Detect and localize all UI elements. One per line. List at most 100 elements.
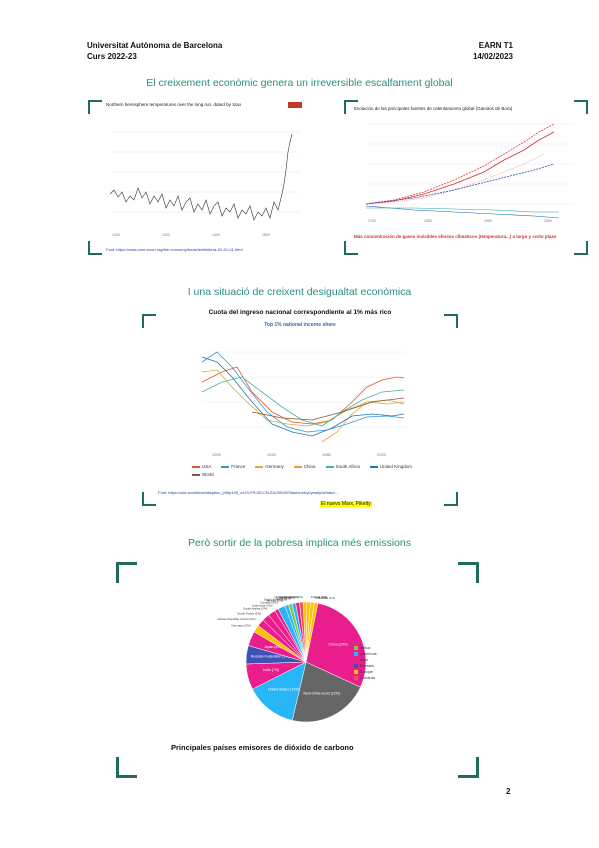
corner-bracket (574, 100, 588, 114)
section2-title: I una situació de creixent desigualtat e… (187, 286, 412, 298)
temperature-figure-title: Northern hemisphere temperatures over th… (106, 102, 242, 107)
corner-bracket (142, 314, 156, 328)
pie-label: India (7%) (263, 668, 279, 672)
temperature-source-link[interactable]: Font: https://www.core-econ.org/the-econ… (106, 247, 243, 252)
legend-item: Africa (354, 645, 377, 651)
corner-bracket (458, 562, 479, 583)
legend-label: Germany (265, 464, 284, 469)
corner-bracket (344, 241, 358, 255)
pie-label: China (29%) (328, 643, 347, 647)
co2-caption: Principales países emisores de dióxido d… (171, 743, 354, 752)
legend-label: France (231, 464, 246, 469)
university-name: Universitat Autònoma de Barcelona (87, 41, 223, 50)
svg-text:1850: 1850 (424, 219, 432, 223)
inequality-legend: USA France Germany China South Africa United … (192, 464, 412, 477)
legend-item: United Kingdom (369, 464, 412, 469)
legend-item: Oceania (354, 675, 377, 681)
emissions-caption: Más concentración de gases invisibles ef… (354, 234, 557, 239)
legend-item: World (192, 472, 214, 477)
pie-slice (291, 661, 361, 723)
pie-label: Mexico (1%) (267, 598, 284, 602)
pie-label: Islamic Republic of Iran (2%) (217, 617, 255, 621)
legend-label: USA (202, 464, 212, 469)
legend-item: USA (192, 464, 211, 469)
series-line-south-africa (201, 376, 405, 427)
section1-title: El creixement econòmic genera un irrever… (146, 77, 453, 89)
corner-bracket (88, 100, 102, 114)
x-tick: 1980 (322, 452, 332, 457)
svg-text:1400: 1400 (212, 233, 220, 237)
legend-label: World (202, 472, 214, 477)
pie-label: Turkey (1%) (279, 596, 295, 600)
inequality-figure: Cuota del ingreso nacional correspondien… (142, 306, 458, 516)
corner-bracket (116, 757, 137, 778)
temperature-line-chart: 1000 1200 1400 1800 (109, 131, 300, 237)
page-number: 2 (506, 787, 511, 796)
corner-bracket (444, 492, 458, 506)
corner-bracket (344, 100, 358, 114)
pie-slice (252, 661, 307, 721)
pie-label: Germany (2%) (231, 623, 251, 627)
svg-text:1000: 1000 (112, 233, 120, 237)
core-logo (288, 102, 302, 108)
legend-item: South Africa (325, 464, 360, 469)
legend-item: Asia (354, 657, 377, 663)
co2-pie-chart: China (29%) Rest of the world (22%) United… (217, 595, 367, 723)
legend-item: Americas (354, 651, 377, 657)
svg-text:1800: 1800 (262, 233, 270, 237)
pie-label: United Kingdom (1%) (274, 595, 303, 599)
pie-slice (305, 602, 319, 663)
pie-label: France (1%) (319, 596, 336, 600)
legend-label: China (303, 464, 316, 469)
pie-label: Poland (1%) (311, 595, 328, 599)
pie-slice (305, 602, 367, 688)
pie-label: Rest of the world (22%) (303, 691, 340, 695)
pie-label: Brazil (1%) (276, 596, 291, 600)
pie-label: Saudi Arabia (2%) (243, 606, 267, 610)
series-line-france (201, 351, 405, 433)
co2-legend: Africa Americas Asia Eurasia Europe Oceania (354, 645, 377, 681)
series-line-china (321, 399, 405, 443)
legend-label: Oceania (360, 675, 375, 680)
svg-text:1750: 1750 (368, 219, 376, 223)
co2-figure: China (29%) Rest of the world (22%) United… (116, 560, 479, 778)
date-label: 14/02/2023 (472, 52, 513, 61)
corner-bracket (444, 314, 458, 328)
legend-item: France (221, 464, 245, 469)
inequality-line-chart: 1900 1940 1980 2020 (201, 351, 407, 457)
svg-text:1200: 1200 (162, 233, 170, 237)
legend-label: Asia (360, 657, 368, 662)
series-line-germany (201, 369, 405, 427)
series-line-united-kingdom (201, 356, 405, 437)
series-line-usa (201, 366, 405, 425)
pie-label: Canada (2%) (260, 601, 278, 605)
course-label: Curs 2022-23 (87, 52, 137, 61)
svg-text:1950: 1950 (484, 219, 492, 223)
inequality-chart-title: Cuota del ingreso nacional correspondien… (208, 309, 392, 316)
corner-bracket (116, 562, 137, 583)
series-line-world (251, 397, 405, 421)
temperature-figure: Northern hemisphere temperatures over th… (88, 100, 338, 255)
pie-label: Indonesia (1%) (252, 603, 272, 607)
legend-item: Europe (354, 669, 377, 675)
legend-label: Americas (360, 651, 377, 656)
corner-bracket (458, 757, 479, 778)
x-tick: 1900 (212, 452, 222, 457)
pie-label: Russian Federation (5%) (251, 655, 290, 659)
corner-bracket (88, 241, 102, 255)
inequality-source-link[interactable]: Font: https://wid.world/world#sptinc_p99… (158, 490, 339, 495)
legend-item: Eurasia (354, 663, 377, 669)
legend-label: United Kingdom (379, 464, 412, 469)
x-tick: 2020 (377, 452, 387, 457)
pie-label: Japan (4%) (264, 645, 282, 649)
legend-label: Africa (360, 645, 371, 650)
corner-bracket (574, 241, 588, 255)
pie-label: Italy (1%) (315, 595, 328, 599)
emissions-figure: Evolución de las principales fuentes de … (344, 100, 588, 255)
legend-item: China (293, 464, 316, 469)
pie-label: South Africa (1%) (264, 597, 287, 601)
pie-label: Australia (1%) (280, 595, 299, 599)
pie-label: South Korea (2%) (237, 611, 261, 615)
x-tick: 1940 (267, 452, 277, 457)
legend-label: Eurasia (360, 663, 374, 668)
